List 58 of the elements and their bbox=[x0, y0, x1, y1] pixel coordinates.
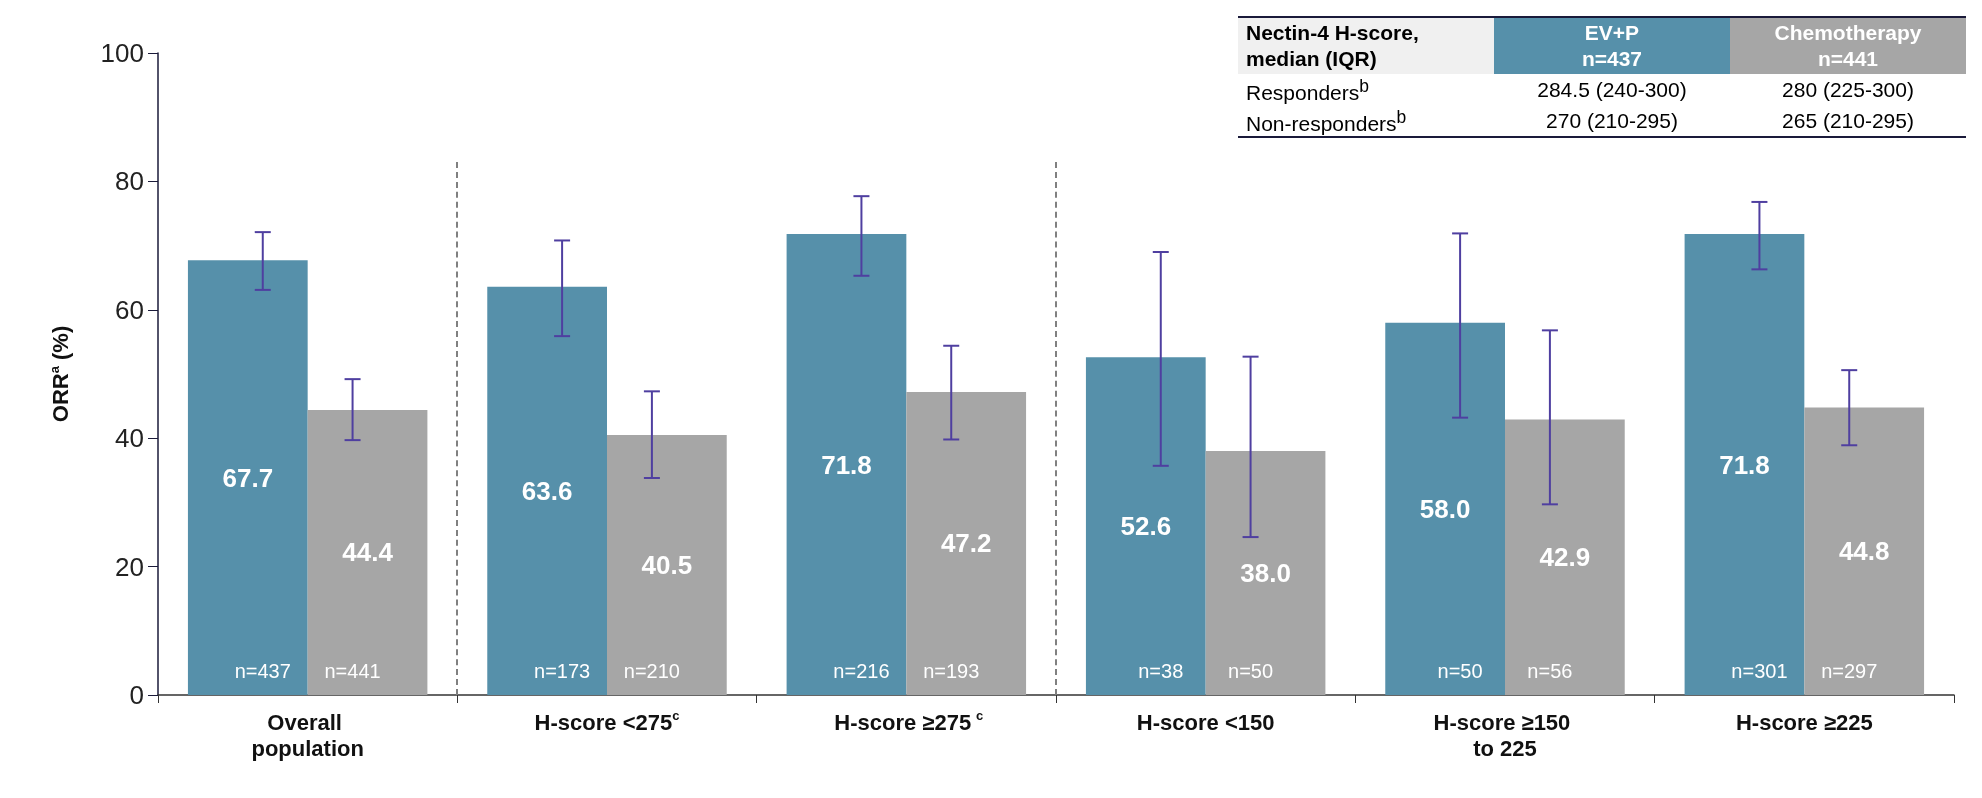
data-label: 47.2 bbox=[940, 528, 992, 559]
annotation: 284.5 (240-300) bbox=[1536, 77, 1688, 103]
annotation: n=50 bbox=[1437, 660, 1483, 682]
annotation: Responders$^{b}$ bbox=[1245, 75, 1370, 105]
annotation: n=441 bbox=[1816, 46, 1880, 72]
y-tick-label: 60 bbox=[115, 294, 144, 325]
annotation: n=297 bbox=[1821, 660, 1878, 682]
table-header-cell: Nectin-4 H-score, median (IQR) bbox=[1238, 17, 1494, 74]
annotation: n=301 bbox=[1731, 660, 1788, 682]
bar bbox=[1684, 234, 1805, 695]
bar bbox=[187, 260, 308, 695]
data-label: 44.8 bbox=[1838, 536, 1890, 567]
data-label: 52.6 bbox=[1120, 511, 1172, 542]
data-label: 38.0 bbox=[1240, 558, 1291, 589]
bar bbox=[906, 391, 1027, 695]
annotation: n=56 bbox=[1527, 660, 1573, 682]
annotation: n=216 bbox=[833, 660, 890, 682]
bar bbox=[487, 286, 607, 695]
x-tick-label: H-score ≥150 to 225 bbox=[1433, 709, 1577, 761]
bar bbox=[607, 434, 727, 695]
text: Chemotherapy bbox=[1773, 20, 1923, 46]
annotation: n=173 bbox=[534, 660, 591, 682]
annotation: n=38 bbox=[1138, 660, 1184, 682]
bar bbox=[307, 409, 428, 695]
data-label: 71.8 bbox=[821, 449, 872, 480]
annotation: Non-responders$^{b}$ bbox=[1245, 106, 1408, 137]
y-tick-label: 100 bbox=[100, 38, 144, 68]
annotation: 270 (210-295) bbox=[1545, 108, 1679, 134]
data-label: 71.8 bbox=[1719, 449, 1770, 480]
x-tick-label: H-score <150 bbox=[1136, 709, 1275, 735]
bar bbox=[786, 234, 907, 695]
y-axis-title: ORRa (%) bbox=[47, 325, 73, 423]
y-tick-label: 40 bbox=[115, 423, 144, 454]
annotation: n=437 bbox=[234, 660, 291, 682]
data-label: 40.5 bbox=[641, 549, 693, 580]
x-tick-label: Overall population bbox=[251, 709, 364, 761]
x-tick-label: H-score ≥225 bbox=[1735, 709, 1873, 735]
text: EV+P bbox=[1583, 20, 1641, 46]
annotation: n=437 bbox=[1580, 46, 1644, 72]
annotation: n=193 bbox=[923, 660, 980, 682]
bar bbox=[1385, 322, 1505, 695]
data-label: 63.6 bbox=[521, 475, 573, 506]
annotation: n=441 bbox=[324, 660, 381, 682]
bar bbox=[1804, 407, 1925, 695]
annotation: 280 (225-300) bbox=[1781, 77, 1915, 103]
annotation: 265 (210-295) bbox=[1781, 108, 1915, 134]
bar bbox=[1505, 419, 1625, 695]
annotation: n=50 bbox=[1228, 660, 1274, 682]
data-label: 58.0 bbox=[1419, 493, 1471, 524]
annotation: n=210 bbox=[623, 660, 680, 682]
y-tick-label: 0 bbox=[129, 680, 144, 710]
bar bbox=[1205, 451, 1326, 695]
y-tick-label: 20 bbox=[115, 551, 144, 582]
bar bbox=[1085, 357, 1206, 695]
y-tick-label: 80 bbox=[115, 166, 144, 197]
data-label: 42.9 bbox=[1539, 542, 1591, 573]
data-label: 44.4 bbox=[342, 537, 394, 568]
data-label: 67.7 bbox=[222, 462, 274, 493]
